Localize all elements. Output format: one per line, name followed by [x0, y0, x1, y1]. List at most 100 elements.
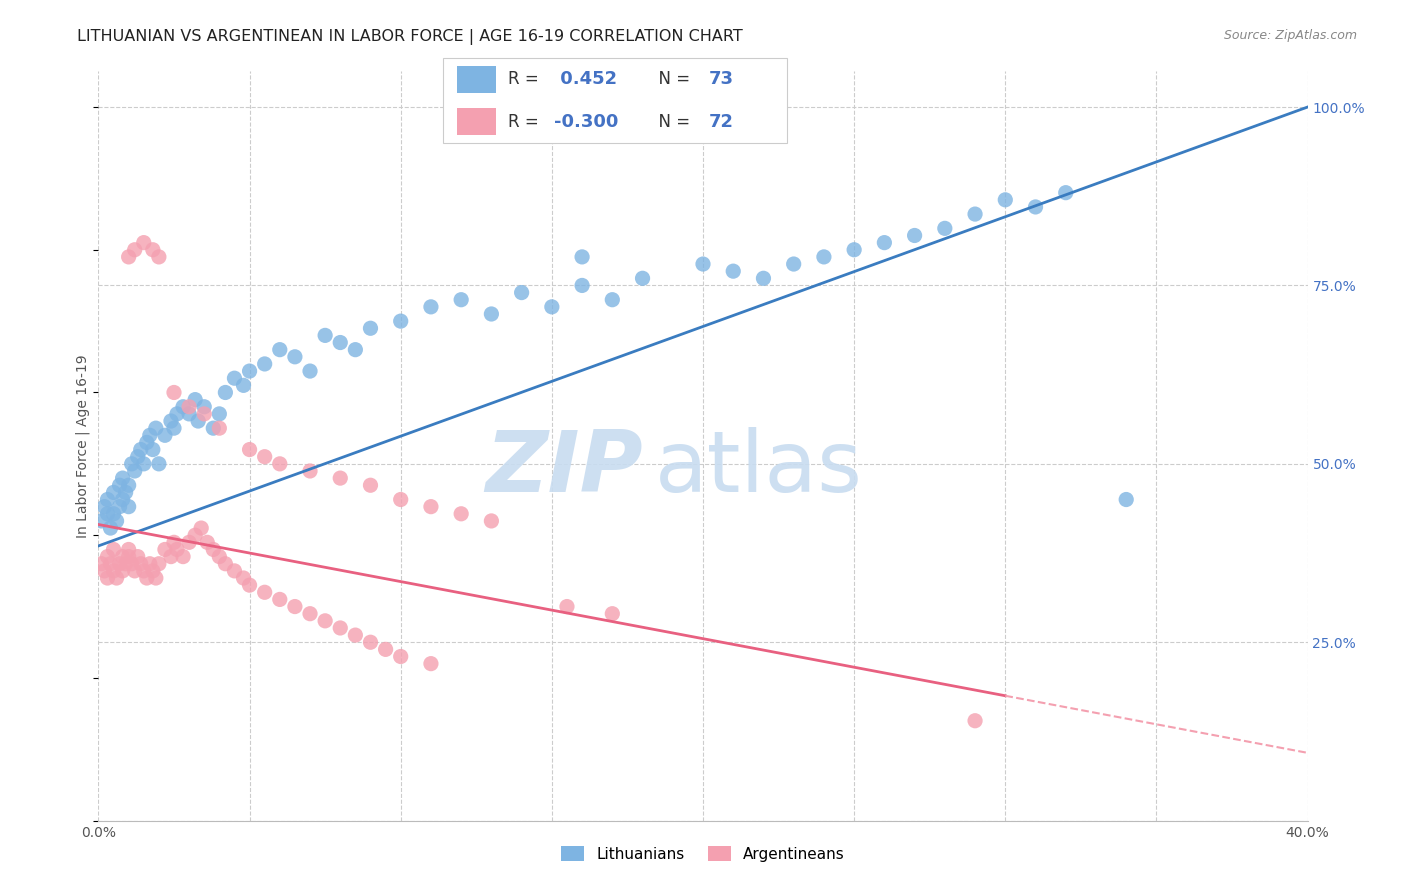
Text: LITHUANIAN VS ARGENTINEAN IN LABOR FORCE | AGE 16-19 CORRELATION CHART: LITHUANIAN VS ARGENTINEAN IN LABOR FORCE… — [77, 29, 744, 45]
Point — [232, 571, 254, 585]
Point — [329, 335, 352, 350]
Legend: Lithuanians, Argentineans: Lithuanians, Argentineans — [561, 846, 845, 862]
Point — [269, 343, 291, 357]
Point — [187, 414, 209, 428]
Point — [360, 321, 382, 335]
Point — [723, 264, 745, 278]
Point — [208, 407, 231, 421]
Point — [450, 293, 472, 307]
Point — [813, 250, 835, 264]
Point — [148, 557, 170, 571]
Point — [132, 457, 155, 471]
Point — [114, 557, 136, 571]
Text: ZIP: ZIP — [485, 427, 643, 510]
Point — [179, 535, 201, 549]
Point — [1054, 186, 1077, 200]
Text: atlas: atlas — [655, 427, 863, 510]
Point — [111, 564, 134, 578]
Point — [118, 549, 141, 564]
Point — [253, 450, 276, 464]
Point — [224, 371, 246, 385]
Point — [692, 257, 714, 271]
Point — [202, 542, 225, 557]
Point — [284, 599, 307, 614]
Point — [299, 464, 322, 478]
Point — [114, 485, 136, 500]
Point — [631, 271, 654, 285]
Point — [172, 400, 194, 414]
Point — [571, 278, 593, 293]
Point — [135, 571, 157, 585]
Point — [118, 542, 141, 557]
Point — [904, 228, 927, 243]
Point — [103, 507, 125, 521]
Point — [193, 407, 215, 421]
Point — [752, 271, 775, 285]
Point — [934, 221, 956, 235]
Point — [166, 407, 188, 421]
Point — [103, 485, 125, 500]
Text: Source: ZipAtlas.com: Source: ZipAtlas.com — [1223, 29, 1357, 42]
Point — [571, 250, 593, 264]
Point — [148, 250, 170, 264]
Point — [90, 557, 112, 571]
Text: N =: N = — [648, 112, 696, 130]
Point — [139, 428, 162, 442]
Point — [129, 442, 152, 457]
Point — [172, 549, 194, 564]
Text: 0.452: 0.452 — [554, 70, 617, 88]
Point — [153, 542, 176, 557]
Point — [329, 471, 352, 485]
Point — [118, 250, 141, 264]
Text: R =: R = — [508, 70, 544, 88]
Point — [103, 542, 125, 557]
Point — [111, 492, 134, 507]
Point — [121, 457, 143, 471]
Point — [232, 378, 254, 392]
Point — [184, 528, 207, 542]
Point — [299, 364, 322, 378]
Text: 72: 72 — [709, 112, 734, 130]
Point — [844, 243, 866, 257]
Point — [148, 457, 170, 471]
Point — [108, 557, 131, 571]
Point — [96, 571, 118, 585]
Point — [420, 500, 443, 514]
Point — [111, 471, 134, 485]
Point — [118, 500, 141, 514]
Point — [108, 478, 131, 492]
Point — [105, 571, 128, 585]
Point — [96, 549, 118, 564]
Point — [481, 514, 503, 528]
Point — [160, 549, 183, 564]
Point — [420, 657, 443, 671]
Point — [344, 343, 367, 357]
Point — [224, 564, 246, 578]
Point — [135, 435, 157, 450]
Point — [124, 564, 146, 578]
Point — [253, 585, 276, 599]
Point — [153, 428, 176, 442]
Point — [873, 235, 896, 250]
Point — [389, 314, 412, 328]
Text: R =: R = — [508, 112, 544, 130]
Text: N =: N = — [648, 70, 696, 88]
Point — [142, 442, 165, 457]
Point — [118, 478, 141, 492]
Point — [269, 592, 291, 607]
Point — [121, 557, 143, 571]
Point — [100, 521, 122, 535]
Point — [239, 364, 262, 378]
Point — [179, 400, 201, 414]
Point — [100, 557, 122, 571]
Point — [124, 243, 146, 257]
Point — [132, 564, 155, 578]
Point — [145, 421, 167, 435]
Point — [90, 514, 112, 528]
Point — [389, 649, 412, 664]
Point — [132, 235, 155, 250]
Point — [93, 564, 115, 578]
Point — [103, 564, 125, 578]
Point — [994, 193, 1017, 207]
Point — [124, 464, 146, 478]
